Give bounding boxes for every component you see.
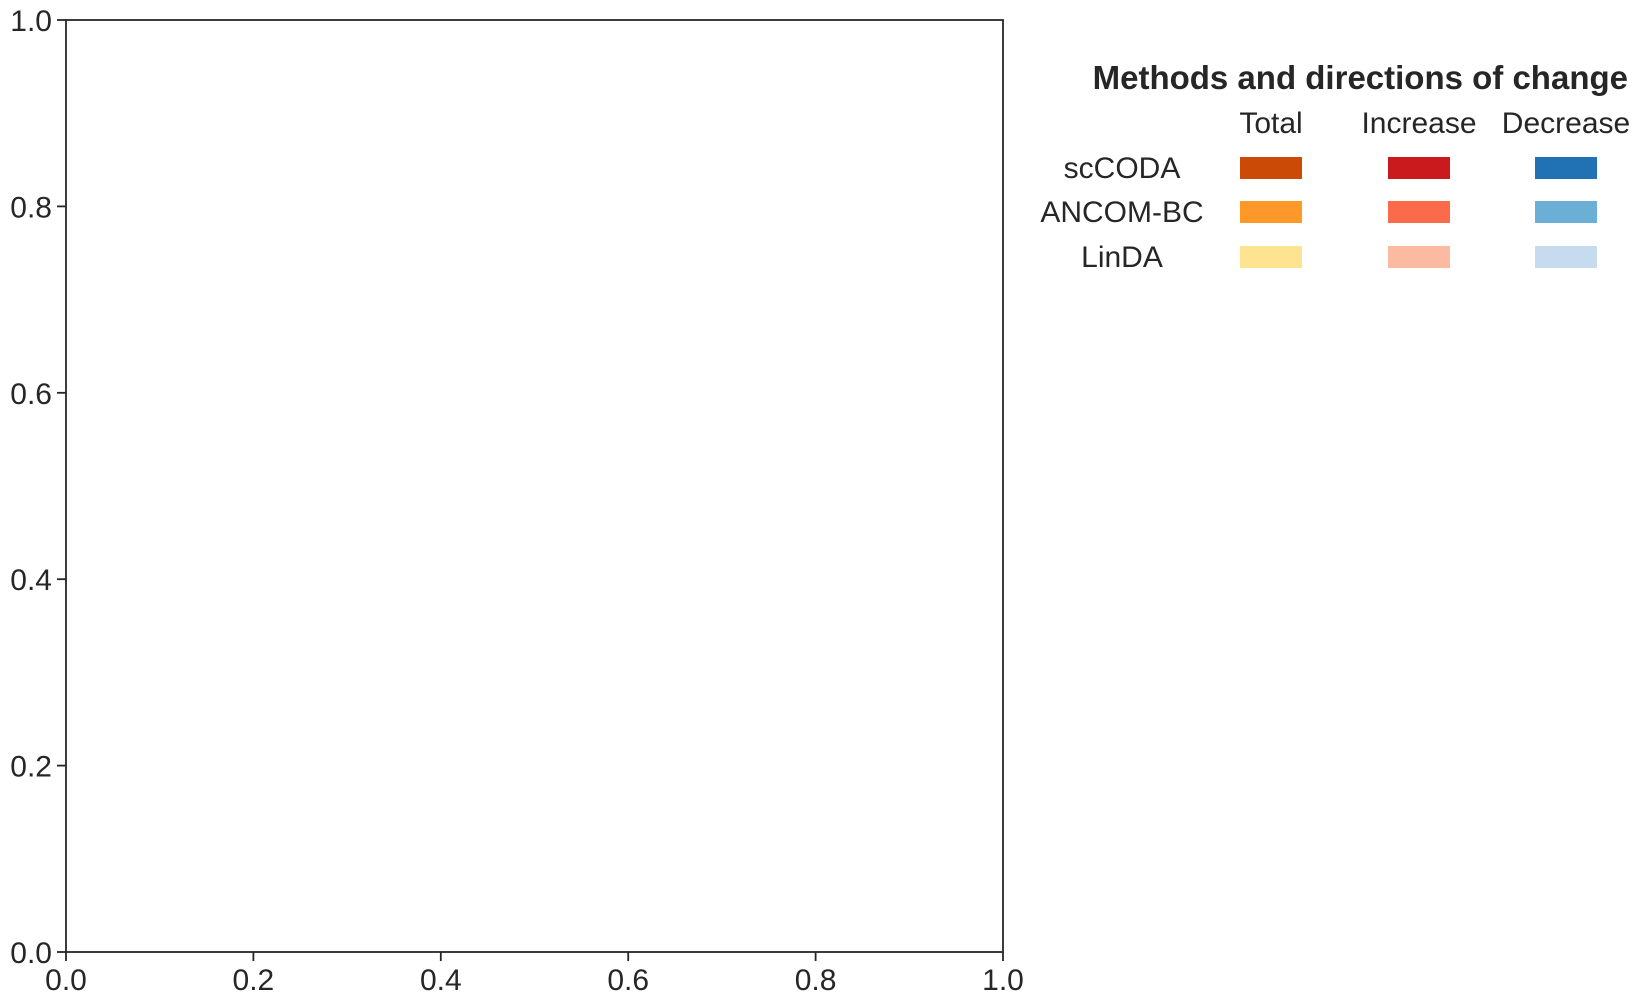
legend-column-headers: Total Increase Decrease [1239,107,1630,140]
legend-swatch [1388,157,1450,179]
axes: 0.0 0.2 0.4 0.6 0.8 1.0 0.0 0.2 0.4 0.6 0.8 1.0 [10,5,1024,997]
legend-swatch [1240,157,1302,179]
x-tick-label: 0.0 [45,964,87,997]
legend-column-header: Decrease [1502,107,1630,140]
x-tick-label: 0.2 [233,964,275,997]
x-tick-label: 0.6 [607,964,649,997]
legend-row-label: LinDA [1081,241,1163,274]
legend-swatch [1535,157,1597,179]
y-tick-label: 0.0 [10,937,52,970]
legend-swatch [1240,246,1302,268]
legend-swatch [1535,201,1597,223]
legend-swatch [1388,201,1450,223]
y-tick-label: 0.4 [10,564,52,597]
legend: Methods and directions of change Total In… [1040,59,1630,274]
x-tick-label: 1.0 [982,964,1024,997]
plot-area-frame [65,19,1004,953]
legend-row-label: ANCOM-BC [1040,196,1203,229]
legend-swatch [1535,246,1597,268]
y-tick-label: 0.8 [10,191,52,224]
legend-swatch [1240,201,1302,223]
legend-row-label: scCODA [1064,152,1181,185]
legend-column-header: Increase [1361,107,1476,140]
y-tick-label: 1.0 [10,5,52,38]
legend-column-header: Total [1239,107,1302,140]
legend-swatch [1388,246,1450,268]
y-tick-label: 0.6 [10,378,52,411]
legend-title: Methods and directions of change [1093,59,1628,96]
legend-rows: scCODA ANCOM-BC LinDA [1040,152,1597,274]
x-axis-ticks: 0.0 0.2 0.4 0.6 0.8 1.0 [45,952,1024,997]
x-tick-label: 0.4 [420,964,462,997]
y-tick-label: 0.2 [10,751,52,784]
x-tick-label: 0.8 [795,964,837,997]
y-axis-ticks: 0.0 0.2 0.4 0.6 0.8 1.0 [10,5,66,970]
